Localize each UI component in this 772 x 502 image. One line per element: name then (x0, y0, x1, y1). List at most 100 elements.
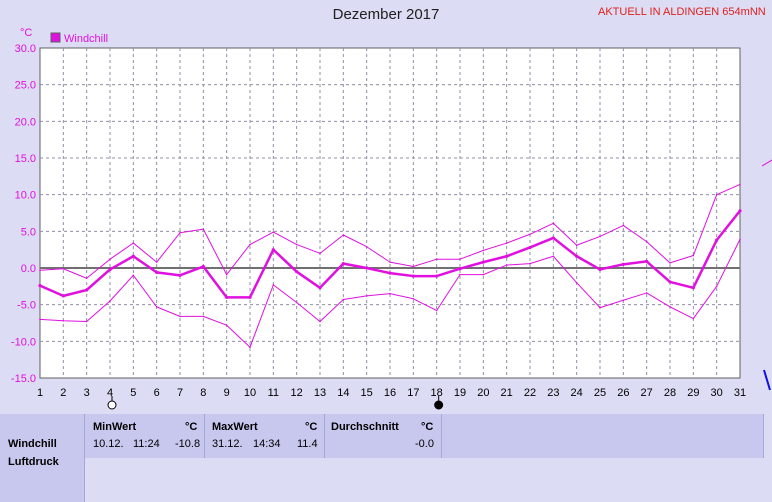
data-point-max (622, 224, 625, 227)
data-point-min (155, 306, 158, 308)
data-point-min (249, 346, 251, 349)
data-point-mean (715, 238, 719, 242)
x-tick-label: 3 (84, 387, 90, 399)
data-point-min (599, 306, 601, 309)
data-point-min (342, 298, 345, 301)
data-point-min (622, 299, 625, 302)
data-point-max (389, 261, 391, 263)
data-point-mean (201, 264, 205, 269)
data-point-mean (738, 209, 742, 213)
data-point-max (715, 193, 718, 196)
data-point-min (62, 320, 65, 322)
data-point-mean (575, 254, 579, 258)
min-date: 10.12. (93, 438, 124, 450)
data-point-mean (458, 267, 462, 271)
data-point-mean (645, 259, 649, 263)
data-point-max (272, 231, 275, 233)
avg-value: -0.0 (415, 438, 434, 450)
data-point-max (482, 249, 485, 252)
x-tick-label: 11 (268, 387, 279, 399)
data-point-min (669, 306, 671, 308)
data-point-min (505, 264, 508, 266)
data-point-mean (341, 262, 345, 266)
data-point-max (412, 265, 415, 268)
x-tick-label: 8 (200, 387, 206, 399)
data-point-mean (365, 266, 369, 270)
avg-header: Durchschnitt (331, 421, 399, 433)
avg-unit: °C (421, 421, 434, 433)
data-point-mean (85, 288, 89, 292)
data-point-min (645, 292, 648, 294)
y-tick-label: 30.0 (15, 43, 36, 55)
legend-swatch (50, 32, 61, 43)
grid-lines (40, 48, 740, 378)
data-point-min (529, 262, 531, 265)
data-point-max (739, 183, 741, 186)
data-point-mean (131, 254, 135, 258)
data-point-max (505, 242, 508, 244)
data-point-max (319, 252, 321, 255)
data-point-min (389, 292, 391, 295)
data-point-mean (505, 254, 509, 258)
y-tick-label: -10.0 (11, 336, 36, 348)
x-tick-label: 25 (594, 387, 606, 399)
x-tick-label: 31 (734, 387, 746, 399)
data-point-max (109, 258, 111, 261)
x-tick-label: 15 (361, 387, 373, 399)
x-tick-label: 5 (130, 387, 136, 399)
x-tick-label: 17 (407, 387, 419, 399)
data-point-max (179, 232, 181, 234)
data-point-max (365, 245, 368, 248)
x-tick-label: 9 (224, 387, 230, 399)
data-point-mean (271, 248, 275, 252)
y-tick-label: 10.0 (15, 190, 36, 202)
legend-label: Windchill (64, 33, 108, 45)
y-axis-ticks: 30.0 25.0 20.0 15.0 10.0 5.0 0.0 -5.0 -10.0 -15.0 (11, 43, 36, 385)
data-point-min (482, 273, 485, 276)
right-edge-mark-2 (763, 369, 771, 391)
data-point-max (62, 267, 65, 270)
row-label: Windchill (8, 438, 57, 450)
y-axis-unit: °C (20, 27, 32, 39)
data-point-mean (225, 295, 229, 299)
data-point-mean (411, 274, 415, 278)
data-point-min (202, 315, 205, 318)
row-label-cell-2: Luftdruck (0, 456, 85, 502)
max-value: 11.4 (297, 438, 318, 450)
avg-cell: Durchschnitt °C -0.0 (325, 414, 442, 458)
data-point-min (412, 298, 415, 300)
data-point-min (295, 301, 298, 304)
x-tick-label: 30 (711, 387, 723, 399)
data-point-mean (481, 260, 485, 264)
data-point-min (319, 320, 321, 323)
series-group (38, 183, 742, 349)
y-tick-label: 5.0 (21, 226, 36, 238)
data-point-min (179, 315, 181, 318)
data-point-min (132, 274, 135, 277)
data-point-min (272, 284, 275, 286)
data-point-mean (551, 236, 555, 240)
data-point-max (342, 234, 345, 236)
data-point-max (155, 261, 158, 263)
data-point-mean (435, 274, 439, 278)
data-point-mean (38, 284, 42, 288)
x-tick-label: 23 (547, 387, 559, 399)
stats-table: Windchill MinWert °C 10.12. 11:24 -10.8 … (0, 414, 772, 502)
x-tick-label: 27 (641, 387, 653, 399)
station-label: AKTUELL IN ALDINGEN 654mNN (598, 6, 766, 18)
x-tick-label: 4 (107, 387, 113, 399)
data-point-mean (295, 270, 299, 274)
data-point-min (575, 281, 578, 284)
x-tick-label: 10 (244, 387, 256, 399)
data-point-min (459, 273, 461, 276)
min-header: MinWert (93, 421, 137, 433)
x-tick-label: 12 (291, 387, 303, 399)
x-tick-label: 6 (154, 387, 160, 399)
x-axis-ticks: 1 2 3 4 5 6 7 8 9 10 11 12 13 14 15 16 17 18 19 20 21 22 23 24 2… (37, 387, 746, 399)
data-point-mean (621, 262, 625, 266)
windchill-chart: 30.0 25.0 20.0 15.0 10.0 5.0 0.0 -5.0 -10.0 -15.0… (11, 27, 772, 410)
max-time: 14:34 (253, 438, 281, 450)
data-point-max (249, 243, 251, 246)
x-tick-label: 19 (454, 387, 466, 399)
data-point-max (459, 258, 461, 261)
